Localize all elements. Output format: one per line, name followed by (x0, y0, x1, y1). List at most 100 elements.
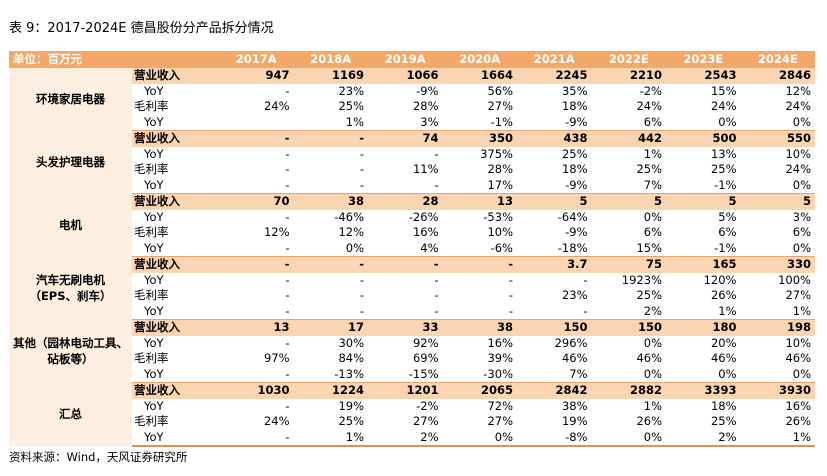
value-cell: 165 (666, 257, 741, 273)
metric-label: YoY (132, 399, 219, 415)
value-cell: 16% (741, 399, 816, 415)
value-cell: 24% (219, 99, 294, 115)
value-cell: 330 (741, 257, 816, 273)
year-header: 2017A (219, 51, 294, 68)
value-cell: 120% (666, 273, 741, 289)
metric-label: YoY (132, 210, 219, 226)
table-header-row: 单位：百万元 2017A 2018A 2019A 2020A 2021A 202… (9, 51, 815, 68)
value-cell: - (219, 430, 294, 447)
value-cell: 2% (592, 304, 667, 320)
source-note: 资料来源：Wind，天风证券研究所 (9, 449, 187, 465)
value-cell: - (443, 304, 518, 320)
value-cell: 13 (219, 320, 294, 336)
year-header: 2023E (666, 51, 741, 68)
value-cell: 12% (741, 84, 816, 100)
value-cell: -30% (443, 367, 518, 383)
value-cell: 5% (666, 210, 741, 226)
metric-label: 营业收入 (132, 257, 219, 273)
value-cell: 27% (368, 414, 443, 430)
product-breakdown-table: 单位：百万元 2017A 2018A 2019A 2020A 2021A 202… (9, 51, 815, 447)
value-cell: 0% (741, 367, 816, 383)
value-cell: -2% (368, 399, 443, 415)
value-cell: 1% (741, 304, 816, 320)
value-cell: 180 (666, 320, 741, 336)
value-cell: 16% (368, 225, 443, 241)
value-cell: - (219, 210, 294, 226)
value-cell: 1% (294, 115, 369, 131)
value-cell: - (443, 273, 518, 289)
value-cell: 2245 (517, 68, 592, 84)
value-cell: 27% (443, 414, 518, 430)
value-cell: 0% (592, 367, 667, 383)
table-title: 表 9：2017-2024E 德昌股份分产品拆分情况 (9, 20, 274, 38)
value-cell: 69% (368, 351, 443, 367)
value-cell: 3393 (666, 383, 741, 399)
value-cell: - (219, 367, 294, 383)
value-cell: 947 (219, 68, 294, 84)
value-cell: 2882 (592, 383, 667, 399)
value-cell: - (219, 304, 294, 320)
value-cell: 1224 (294, 383, 369, 399)
value-cell: 0% (666, 367, 741, 383)
value-cell: 15% (666, 84, 741, 100)
metric-label: YoY (132, 367, 219, 383)
value-cell: 15% (592, 241, 667, 257)
metric-label: YoY (132, 430, 219, 447)
table-row: 电机 营业收入 70 38 28 13 5 5 5 5 (9, 194, 815, 210)
value-cell: 25% (592, 288, 667, 304)
product-group-name: 环境家居电器 (9, 68, 132, 131)
year-header: 2020A (443, 51, 518, 68)
year-header: 2022E (592, 51, 667, 68)
value-cell: 38 (443, 320, 518, 336)
value-cell: 438 (517, 131, 592, 147)
value-cell: - (219, 241, 294, 257)
value-cell: -1% (443, 115, 518, 131)
metric-label: 毛利率 (132, 162, 219, 178)
value-cell: 75 (592, 257, 667, 273)
value-cell: 24% (219, 414, 294, 430)
value-cell: - (219, 273, 294, 289)
value-cell: 26% (592, 414, 667, 430)
value-cell: - (219, 147, 294, 163)
value-cell: 0% (592, 210, 667, 226)
value-cell: 350 (443, 131, 518, 147)
report-page: 表 9：2017-2024E 德昌股份分产品拆分情况 单位：百万元 2017A … (0, 0, 827, 476)
value-cell: 10% (443, 225, 518, 241)
product-group-name: 汽车无刷电机（EPS、刹车） (9, 257, 132, 320)
metric-label: 毛利率 (132, 351, 219, 367)
value-cell: 2543 (666, 68, 741, 84)
value-cell: 100% (741, 273, 816, 289)
metric-label: YoY (132, 178, 219, 194)
value-cell: -8% (517, 430, 592, 447)
value-cell: 23% (294, 84, 369, 100)
value-cell: 1066 (368, 68, 443, 84)
value-cell: - (219, 84, 294, 100)
value-cell: 12% (294, 225, 369, 241)
value-cell: 1201 (368, 383, 443, 399)
value-cell: 28% (443, 162, 518, 178)
value-cell: 97% (219, 351, 294, 367)
value-cell: 92% (368, 336, 443, 352)
value-cell: - (219, 257, 294, 273)
value-cell: - (294, 147, 369, 163)
value-cell: - (219, 162, 294, 178)
value-cell: 5 (741, 194, 816, 210)
value-cell: - (294, 288, 369, 304)
value-cell: 17% (443, 178, 518, 194)
value-cell: - (294, 304, 369, 320)
value-cell: - (219, 178, 294, 194)
metric-label: 毛利率 (132, 99, 219, 115)
value-cell: 46% (666, 351, 741, 367)
value-cell: 25% (666, 414, 741, 430)
value-cell: 2% (666, 430, 741, 447)
value-cell: 1169 (294, 68, 369, 84)
value-cell: 30% (294, 336, 369, 352)
value-cell: 7% (517, 367, 592, 383)
value-cell: 28 (368, 194, 443, 210)
value-cell: 5 (666, 194, 741, 210)
value-cell: -26% (368, 210, 443, 226)
value-cell: - (368, 147, 443, 163)
value-cell: 2210 (592, 68, 667, 84)
value-cell: - (517, 273, 592, 289)
value-cell: 1% (592, 399, 667, 415)
